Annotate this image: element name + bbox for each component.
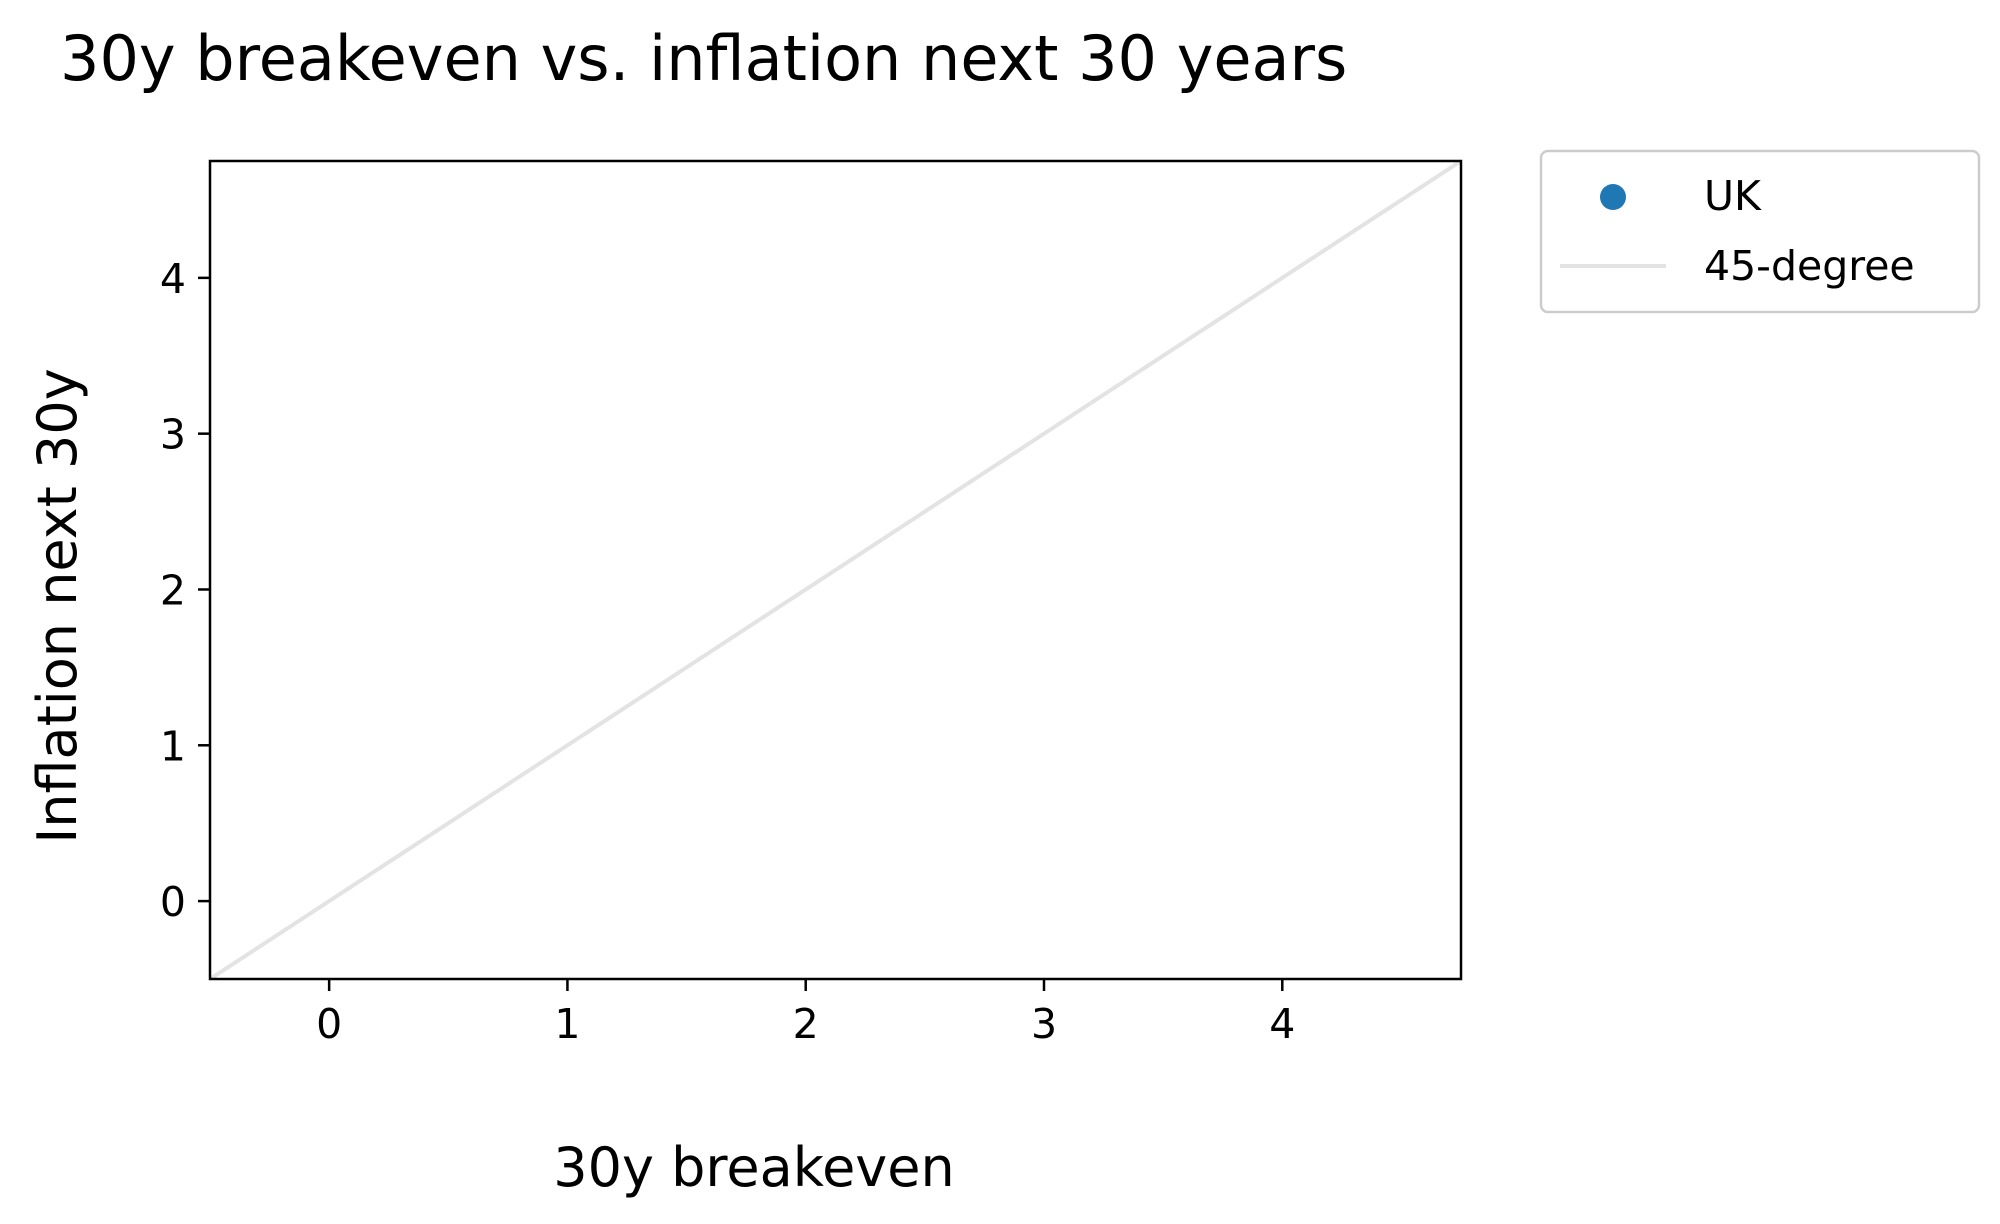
x-axis-label: 30y breakeven (553, 1136, 954, 1199)
x-tick-label: 3 (1031, 1000, 1057, 1048)
y-tick-label: 1 (160, 722, 186, 770)
y-tick-label: 2 (160, 566, 186, 614)
x-tick-label: 0 (316, 1000, 342, 1048)
legend: UK 45-degree (1539, 149, 1981, 314)
y-axis: 0 1 2 3 4 (160, 255, 210, 926)
y-tick-label: 3 (160, 411, 186, 459)
series-line-45-degree (208, 159, 1463, 981)
y-tick-label: 4 (160, 255, 186, 303)
legend-marker-uk (1600, 184, 1626, 210)
legend-label-45-degree: 45-degree (1704, 242, 1915, 290)
legend-label-uk: UK (1704, 172, 1762, 220)
x-axis: 0 1 2 3 4 (316, 979, 1295, 1048)
x-tick-label: 4 (1269, 1000, 1295, 1048)
y-tick-label: 0 (160, 878, 186, 926)
chart-title: 30y breakeven vs. inflation next 30 year… (60, 22, 1347, 95)
y-axis-label: Inflation next 30y (26, 368, 89, 843)
x-tick-label: 1 (554, 1000, 580, 1048)
series-layer (208, 159, 1463, 981)
legend-box (1539, 149, 1981, 314)
plot-frame (208, 159, 1463, 981)
x-tick-label: 2 (793, 1000, 819, 1048)
